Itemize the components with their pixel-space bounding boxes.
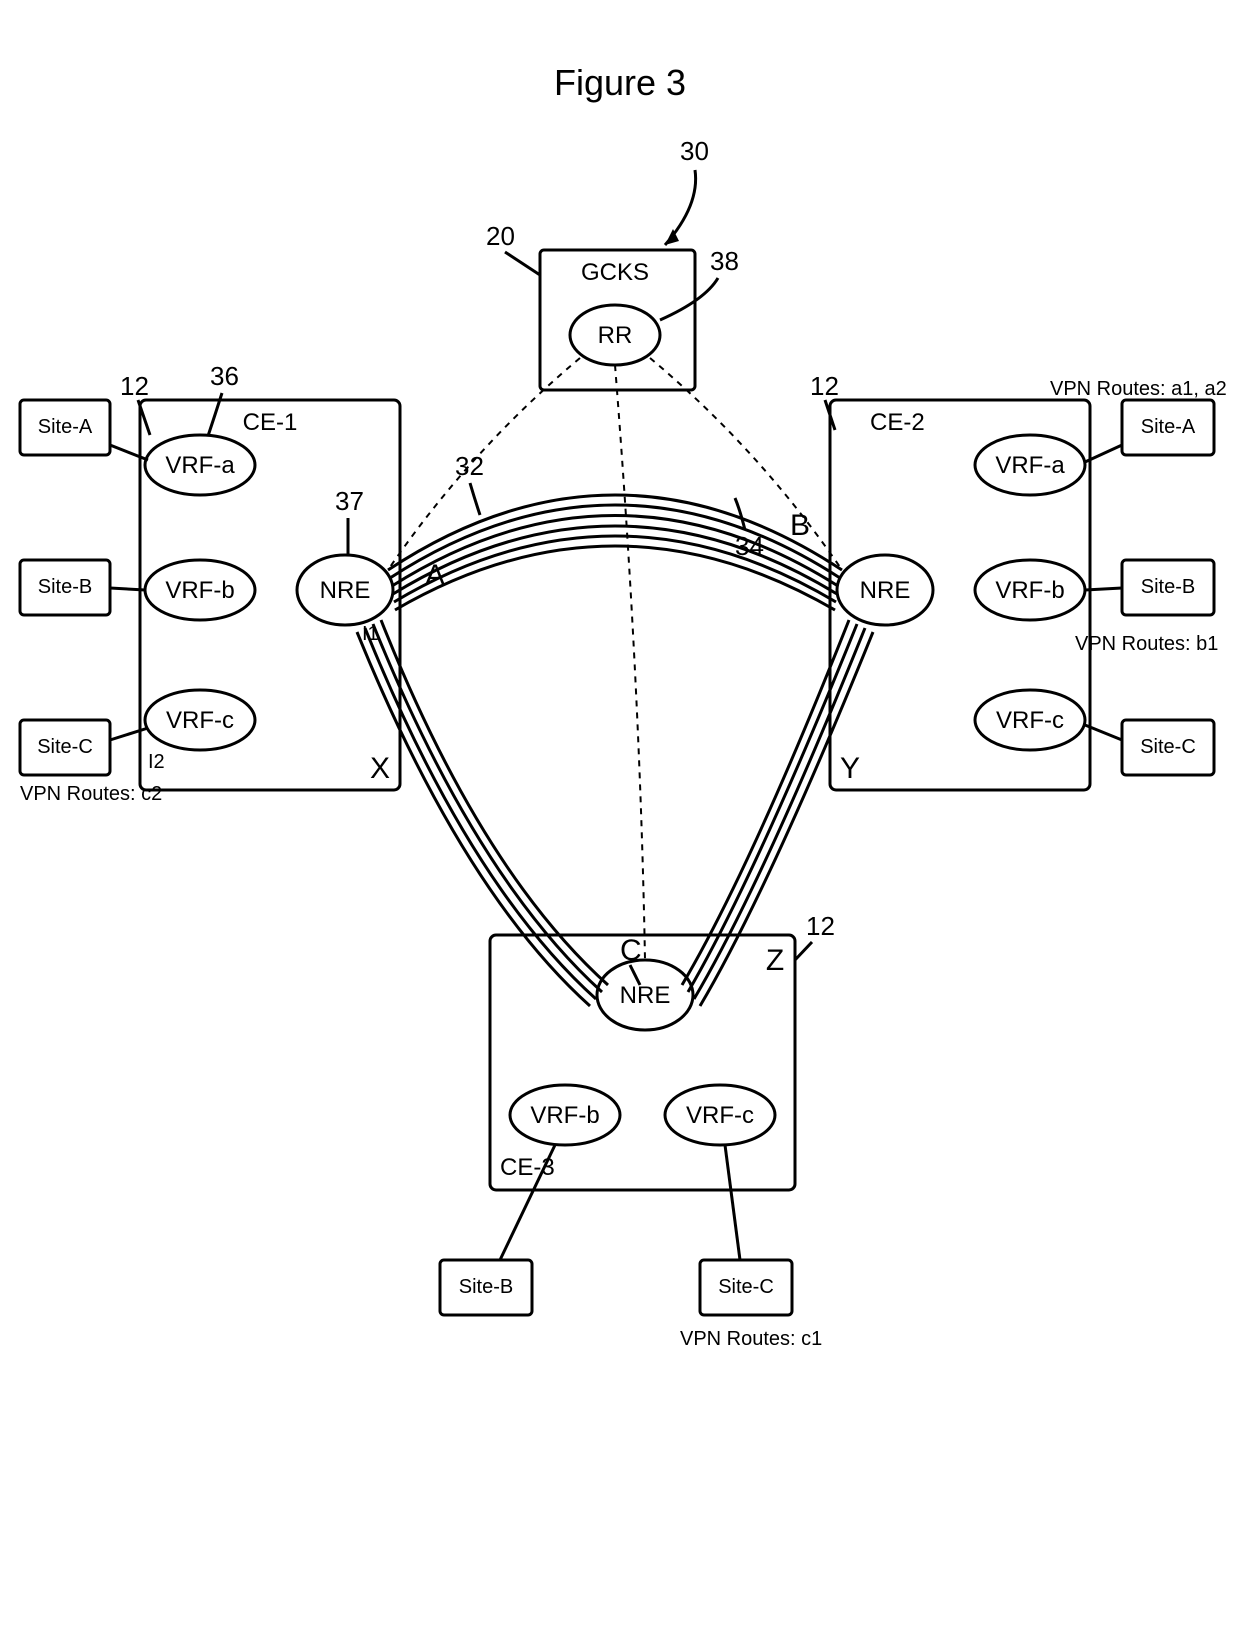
svg-text:NRE: NRE (320, 577, 371, 604)
ref-12-right: 12 (810, 371, 839, 430)
svg-text:12: 12 (806, 911, 835, 941)
ce3-box: CE-3 Z NRE VRF-b VRF-c (490, 935, 795, 1190)
svg-text:38: 38 (710, 246, 739, 276)
svg-text:Site-A: Site-A (1141, 416, 1196, 438)
ref-12-left: 12 (120, 371, 150, 435)
svg-text:NRE: NRE (620, 982, 671, 1009)
svg-text:VRF-b: VRF-b (530, 1102, 599, 1129)
ref-30-arrow: 30 (665, 136, 709, 245)
seg-B: B (790, 509, 810, 542)
svg-text:Site-B: Site-B (1141, 576, 1195, 598)
vpn-routes-c2: VPN Routes: c2 (20, 783, 162, 805)
vpn-routes-a1a2: VPN Routes: a1, a2 (1050, 378, 1227, 400)
svg-text:32: 32 (455, 451, 484, 481)
site-c-right: Site-C (1085, 720, 1214, 775)
svg-text:Site-A: Site-A (38, 416, 93, 438)
site-b-left: Site-B (20, 560, 145, 615)
svg-text:VRF-b: VRF-b (165, 577, 234, 604)
svg-text:CE-3: CE-3 (500, 1154, 555, 1181)
svg-text:VRF-c: VRF-c (166, 707, 234, 734)
ce1-corner: X (370, 752, 390, 785)
gcks-box: GCKS RR (540, 250, 695, 390)
seg-A: A (425, 559, 445, 592)
ref-32: 32 (455, 451, 484, 515)
svg-text:Site-B: Site-B (459, 1276, 513, 1298)
ce2-corner: Y (840, 752, 860, 785)
svg-text:Site-C: Site-C (37, 736, 93, 758)
ce1-box: CE-1 X NRE VRF-a VRF-b VRF-c (140, 400, 400, 790)
svg-text:GCKS: GCKS (581, 259, 649, 286)
vpn-routes-c1: VPN Routes: c1 (680, 1328, 822, 1350)
rr-label: RR (598, 322, 633, 349)
ref-37: 37 (335, 486, 364, 555)
svg-text:VRF-c: VRF-c (996, 707, 1064, 734)
vpn-routes-b1: VPN Routes: b1 (1075, 633, 1218, 655)
tube-ce1-ce2 (388, 495, 842, 610)
svg-text:37: 37 (335, 486, 364, 516)
svg-text:Site-B: Site-B (38, 576, 92, 598)
svg-text:12: 12 (120, 371, 149, 401)
seg-C: C (620, 934, 642, 985)
tube-ce1-ce3 (357, 620, 608, 1006)
svg-text:VRF-a: VRF-a (165, 452, 235, 479)
i2-label: I2 (148, 751, 165, 773)
ce3-corner: Z (766, 944, 784, 977)
svg-text:CE-2: CE-2 (870, 409, 925, 436)
ref-12-bottom: 12 (795, 911, 835, 960)
ce2-box: CE-2 Y NRE VRF-a VRF-b VRF-c (830, 400, 1090, 790)
svg-text:12: 12 (810, 371, 839, 401)
figure-title: Figure 3 (554, 62, 686, 103)
svg-text:C: C (620, 934, 642, 967)
svg-text:20: 20 (486, 221, 515, 251)
svg-text:30: 30 (680, 136, 709, 166)
svg-text:Site-C: Site-C (718, 1276, 774, 1298)
site-a-left: Site-A (20, 400, 148, 460)
ref-38: 38 (660, 246, 739, 320)
site-a-right: Site-A (1085, 400, 1214, 462)
svg-text:CE-1: CE-1 (243, 409, 298, 436)
ref-20: 20 (486, 221, 540, 275)
svg-text:VRF-c: VRF-c (686, 1102, 754, 1129)
svg-text:Site-C: Site-C (1140, 736, 1196, 758)
site-b-right: Site-B (1085, 560, 1214, 615)
svg-text:36: 36 (210, 361, 239, 391)
site-c-left: Site-C (20, 720, 148, 775)
svg-text:NRE: NRE (860, 577, 911, 604)
svg-text:VRF-a: VRF-a (995, 452, 1065, 479)
site-c-bottom: Site-C (700, 1145, 792, 1315)
svg-text:VRF-b: VRF-b (995, 577, 1064, 604)
rr-dashed-lines (388, 358, 842, 960)
